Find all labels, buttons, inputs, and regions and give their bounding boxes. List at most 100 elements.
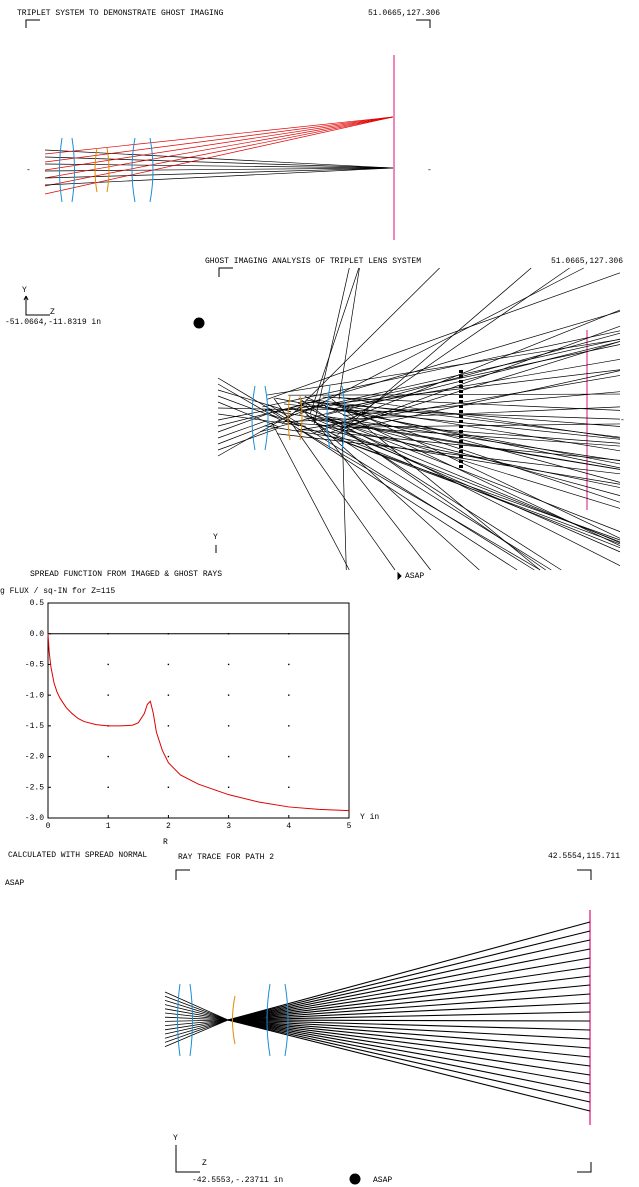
ray xyxy=(276,433,621,475)
ray xyxy=(164,1000,229,1021)
window-coords: 51.0665,127.306 xyxy=(368,9,440,18)
ray xyxy=(217,404,319,445)
axis-glyph xyxy=(175,1145,200,1173)
ray xyxy=(227,957,591,1021)
corner xyxy=(416,19,431,28)
grid-dot xyxy=(227,663,230,666)
ray xyxy=(271,422,350,571)
ray xyxy=(44,156,394,169)
ray xyxy=(227,948,591,1021)
ray xyxy=(332,433,621,548)
window-coords: 42.5554,115.711 xyxy=(548,852,620,861)
x-tick-label: 1 xyxy=(106,822,111,831)
ray xyxy=(342,370,621,432)
lens-surface xyxy=(287,395,291,441)
ray xyxy=(164,1004,229,1021)
ray xyxy=(217,404,308,457)
ray xyxy=(338,267,360,400)
ray xyxy=(264,425,621,485)
ray xyxy=(318,400,621,438)
ray xyxy=(217,401,280,428)
y-tick-label: -1.0 xyxy=(25,691,44,700)
ray xyxy=(164,1019,229,1035)
ray xyxy=(299,267,584,415)
grid-dot xyxy=(167,633,170,635)
ray xyxy=(313,267,350,425)
lens-surface xyxy=(131,137,136,203)
axis-label: Z xyxy=(202,1159,207,1168)
panel-title: GHOST IMAGING ANALYSIS OF TRIPLET LENS S… xyxy=(205,257,421,266)
lens-surface xyxy=(106,147,110,193)
ray xyxy=(227,1019,591,1103)
ray xyxy=(227,1019,591,1076)
y-tick-label: -2.0 xyxy=(25,753,44,762)
marker: - xyxy=(26,166,31,175)
lens-surface xyxy=(177,983,181,1057)
grid-dot xyxy=(167,694,170,696)
ray xyxy=(44,167,394,172)
grid-dot xyxy=(167,725,170,727)
grid-dot xyxy=(167,786,170,788)
marker: - xyxy=(620,416,625,425)
icon xyxy=(193,317,205,329)
ray xyxy=(266,339,621,396)
ray xyxy=(164,1016,229,1021)
ray xyxy=(44,116,394,163)
ray xyxy=(227,930,591,1021)
ray xyxy=(296,375,621,431)
ray xyxy=(227,1019,591,1022)
ray xyxy=(310,415,431,571)
axis-label: Y xyxy=(173,1134,178,1143)
spread-curve xyxy=(47,633,350,812)
origin-coords: -51.0664,-11.8319 in xyxy=(5,318,101,327)
ray xyxy=(164,1012,229,1021)
lens-surface xyxy=(341,385,346,451)
ray xyxy=(227,921,591,1021)
lens-surface xyxy=(284,983,289,1057)
ray xyxy=(217,383,282,421)
ray xyxy=(268,404,535,571)
ray xyxy=(217,408,273,421)
ray xyxy=(328,344,621,407)
grid-dot xyxy=(288,663,290,666)
ray xyxy=(323,416,621,532)
ray xyxy=(227,1019,591,1094)
axis-glyph xyxy=(23,295,29,301)
ray xyxy=(44,116,394,195)
grid-dot xyxy=(227,725,230,727)
ray xyxy=(264,409,621,470)
grid-dot xyxy=(167,663,170,666)
footer: CALCULATED WITH SPREAD NORMAL xyxy=(8,851,147,860)
layout xyxy=(23,19,592,1185)
grid-dot xyxy=(288,694,290,696)
ray xyxy=(343,423,621,428)
ray xyxy=(316,423,552,571)
corner xyxy=(577,1162,592,1173)
ray xyxy=(267,272,621,400)
ray xyxy=(44,163,394,169)
ray xyxy=(339,404,621,539)
ray xyxy=(266,408,518,571)
x-tick-label: 5 xyxy=(347,822,352,831)
lens-surface xyxy=(189,983,193,1057)
grid-dot xyxy=(107,755,109,758)
ray xyxy=(217,411,274,433)
lens-surface xyxy=(251,385,256,451)
origin-coords: -42.5553,-.23711 in xyxy=(192,1176,283,1185)
panel-title: TRIPLET SYSTEM TO DEMONSTRATE GHOST IMAG… xyxy=(17,9,224,18)
y-tick-label: -1.5 xyxy=(25,722,44,731)
grid-dot xyxy=(227,755,230,758)
ray xyxy=(164,1019,229,1043)
x-tick-label: 3 xyxy=(226,822,231,831)
ray xyxy=(299,428,541,571)
ray xyxy=(273,397,396,571)
ray xyxy=(217,413,307,427)
ray xyxy=(164,991,229,1021)
ray xyxy=(275,397,621,465)
icon xyxy=(349,1173,361,1185)
ray xyxy=(314,309,621,434)
x-axis-label: R xyxy=(163,838,168,847)
logo: ASAP xyxy=(5,879,24,888)
y-tick-label: 0.0 xyxy=(30,630,45,639)
